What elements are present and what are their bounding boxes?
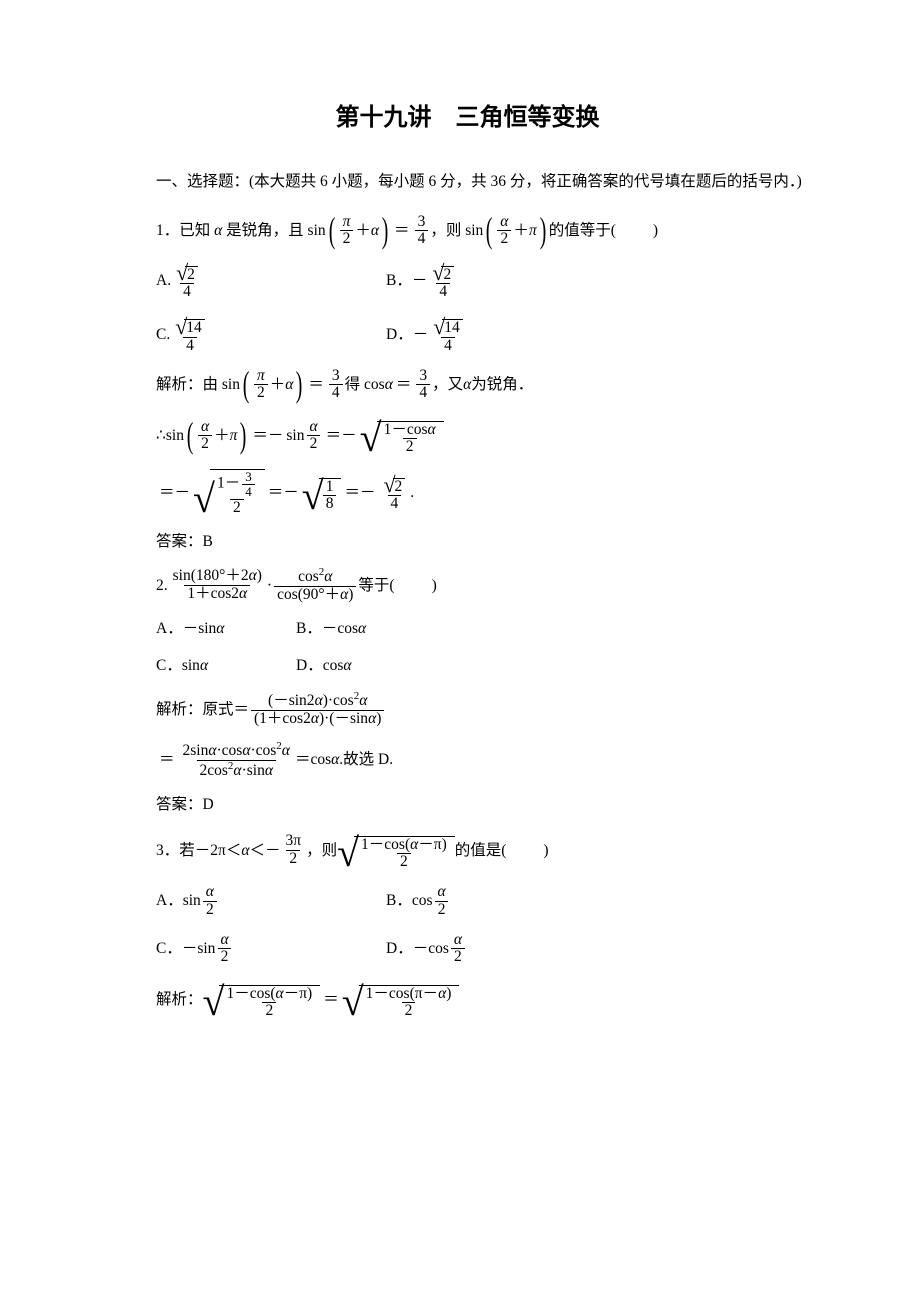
q2-answer: 答案：D	[156, 793, 810, 816]
q1-text-1: 1．已知 α 是锐角，且 sin	[156, 219, 326, 242]
q1-sol-2: ∴sin ( α2 ＋π ) ＝－sin α2 ＝－ √ 1－cosα2	[156, 415, 810, 455]
q2-options-2: C．sinα D．cosα	[156, 654, 810, 677]
paren-right: )	[382, 216, 389, 245]
q1-opt-c: C. √144	[156, 315, 386, 354]
q1-sol-1: 解析：由 sin ( π2 ＋α ) ＝ 34 得 cosα＝ 34 ，又 α …	[156, 368, 810, 402]
q1-opt-b: B．－ √24	[386, 261, 459, 300]
q1-options-1: A. √24 B．－ √24	[156, 261, 810, 300]
frac-a-2: α2	[497, 214, 511, 248]
q1-opt-a: A. √24	[156, 261, 386, 300]
frac-pi-2: π2	[340, 214, 354, 248]
answer-blank: ( )	[611, 219, 660, 242]
q3-options-1: A．sinα2 B．cosα2	[156, 884, 810, 918]
q1-answer: 答案：B	[156, 530, 810, 553]
frac-3-4: 34	[415, 214, 429, 248]
plus-pi: ＋π	[513, 219, 536, 242]
paren-left: (	[328, 216, 335, 245]
equals: ＝	[391, 219, 413, 242]
section-intro: 一、选择题：(本大题共 6 小题，每小题 6 分，共 36 分，将正确答案的代号…	[125, 168, 810, 196]
q1-stem: 1．已知 α 是锐角，且 sin ( π2 ＋α ) ＝ 34 ，则 sin (…	[156, 214, 810, 248]
paren-right-2: )	[539, 216, 546, 245]
plus-alpha: ＋α	[355, 219, 379, 242]
q2-sol-1: 解析：原式＝ (－sin2α)·cos2α (1＋cos2α)·(－sinα)	[156, 691, 810, 727]
q3-stem: 3．若－2π＜α＜－ 3π2 ，则 √ 1－cos(α－π)2 的值是 ( )	[156, 830, 810, 870]
q2-options-1: A．－sinα B．－cosα	[156, 617, 810, 640]
q1-opt-d: D．－ √144	[386, 315, 468, 354]
paren-left-2: (	[486, 216, 493, 245]
q3-options-2: C．－sinα2 D．－cosα2	[156, 932, 810, 966]
q2-sol-2: ＝ 2sinα·cosα·cos2α 2cos2α·sinα ＝cosα.故选 …	[156, 741, 810, 779]
q2-stem: 2. sin(180°＋2α)1＋cos2α · cos2αcos(90°＋α)…	[156, 567, 810, 603]
q1-text-2: ，则 sin	[430, 219, 483, 242]
q1-text-3: 的值等于	[549, 219, 611, 242]
q1-sol-3: ＝－ √ 1－342 ＝－ √ 18 ＝－ √24 .	[156, 469, 810, 516]
q3-sol: 解析： √ 1－cos(α－π)2 ＝ √ 1－cos(π－α)2	[156, 979, 810, 1019]
page-title: 第十九讲 三角恒等变换	[125, 100, 810, 136]
q1-options-2: C. √144 D．－ √144	[156, 315, 810, 354]
